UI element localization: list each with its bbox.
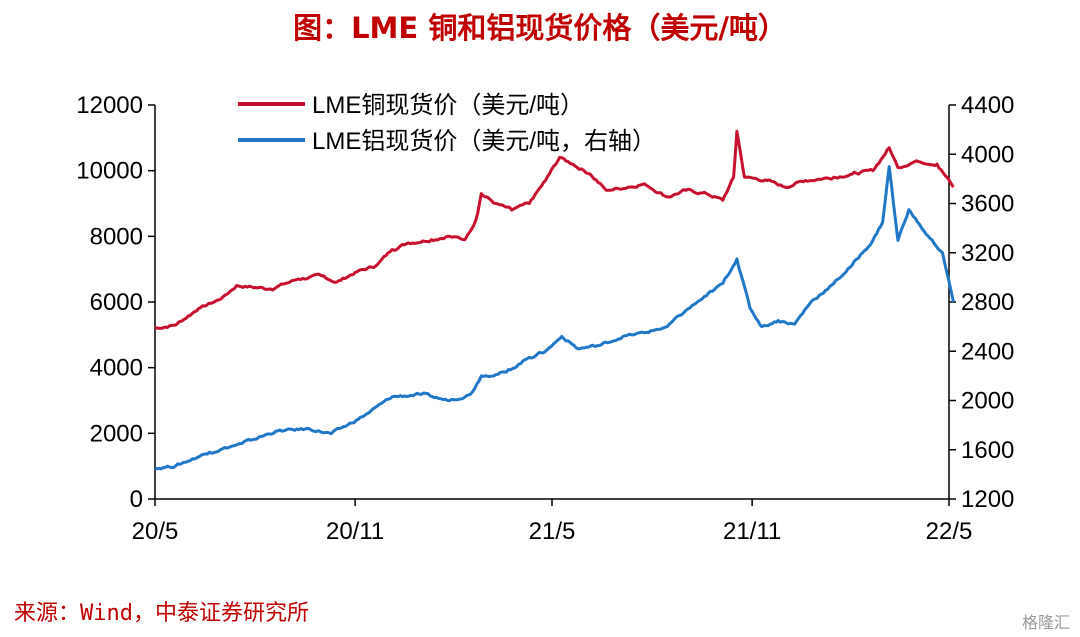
series-lines (154, 129, 955, 471)
right-tick-label: 2000 (961, 388, 1014, 415)
left-tick-label: 12000 (76, 92, 143, 119)
chart-title: 图：LME 铜和铝现货价格（美元/吨） (293, 11, 787, 45)
left-tick-label: 0 (130, 486, 143, 513)
right-tick-label: 2800 (961, 289, 1014, 316)
x-tick-label: 20/5 (132, 518, 179, 545)
legend-label-aluminum: LME铝现货价（美元/吨，右轴） (312, 128, 656, 155)
left-tick-label: 10000 (76, 158, 143, 185)
right-tick-label: 3600 (961, 191, 1014, 218)
x-tick-label: 20/11 (326, 518, 384, 545)
x-tick-label: 22/5 (926, 518, 973, 545)
source-note: 来源：Wind，中泰证券研究所 (14, 601, 309, 626)
right-tick-label: 4400 (961, 92, 1014, 119)
right-tick-label: 4000 (961, 141, 1014, 168)
right-tick-label: 3200 (961, 240, 1014, 267)
legend-label-copper: LME铜现货价（美元/吨） (312, 92, 584, 119)
left-tick-label: 8000 (90, 223, 143, 250)
x-tick-label: 21/11 (723, 518, 781, 545)
watermark-logo: 格隆汇 (1022, 613, 1070, 632)
copper-series-line (154, 129, 955, 330)
left-tick-label: 6000 (90, 289, 143, 316)
left-tick-label: 2000 (90, 420, 143, 447)
axes-group: 0 2000 4000 6000 8000 10000 12000 1200 1600 2000 2… (76, 92, 1014, 545)
legend: LME铜现货价（美元/吨） LME铝现货价（美元/吨，右轴） (238, 92, 656, 155)
aluminum-series-line (154, 165, 955, 471)
left-tick-label: 4000 (90, 355, 143, 382)
right-tick-label: 2400 (961, 338, 1014, 365)
right-tick-label: 1600 (961, 437, 1014, 464)
x-tick-label: 21/5 (529, 518, 576, 545)
right-tick-label: 1200 (961, 486, 1014, 513)
